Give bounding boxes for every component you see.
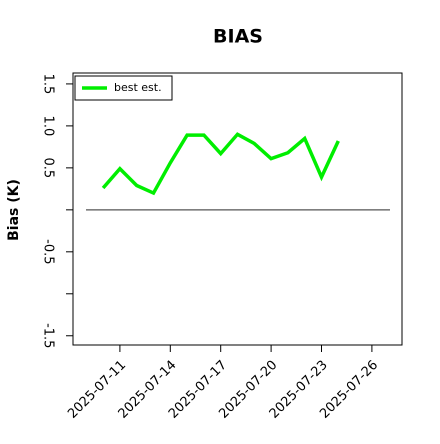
y-tick-label: -1.5 <box>41 323 56 348</box>
plot-frame <box>72 72 403 346</box>
y-tick-label: -0.5 <box>41 239 56 264</box>
y-tick-label: 1.5 <box>41 74 56 95</box>
chart-title: BIAS <box>213 26 263 48</box>
legend-label: best est. <box>114 81 162 94</box>
y-tick-label: 0.5 <box>41 158 56 179</box>
data-line <box>101 132 340 196</box>
y-tick-label: 1.0 <box>41 116 56 137</box>
y-axis-label: Bias (K) <box>6 179 22 241</box>
